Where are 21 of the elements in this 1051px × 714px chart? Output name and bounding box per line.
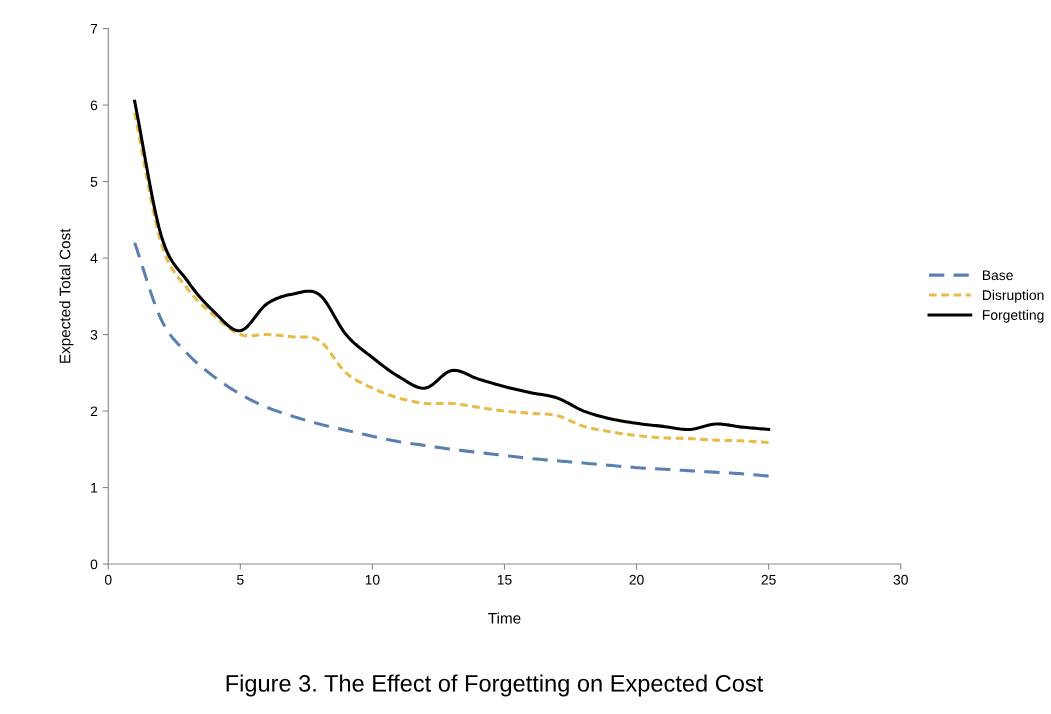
x-tick-label: 15 [497,574,512,585]
y-tick-label: 4 [90,253,98,264]
x-axis-title: Time [488,612,521,624]
y-tick-label: 1 [91,483,98,493]
y-tick-label: 7 [90,24,98,34]
y-tick-label: 3 [90,329,98,340]
x-tick-label: 10 [365,574,380,585]
x-tick-label: 25 [761,574,776,585]
y-tick-label: 0 [90,559,98,570]
x-tick-label: 5 [237,574,244,585]
y-tick-label: 5 [90,177,98,187]
legend-label: Forgetting [982,309,1044,323]
legend-label: Base [982,270,1013,281]
y-tick-label: 6 [90,100,98,111]
x-tick-label: 0 [104,574,112,585]
y-axis-title: Expected Total Cost [59,228,74,363]
x-tick-label: 30 [893,574,908,585]
y-tick-label: 2 [90,406,98,417]
legend-label: Disruption [982,289,1044,303]
caption: Figure 3. The Effect of Forgetting on Expected Cost [226,674,764,697]
x-tick-label: 20 [629,574,644,585]
